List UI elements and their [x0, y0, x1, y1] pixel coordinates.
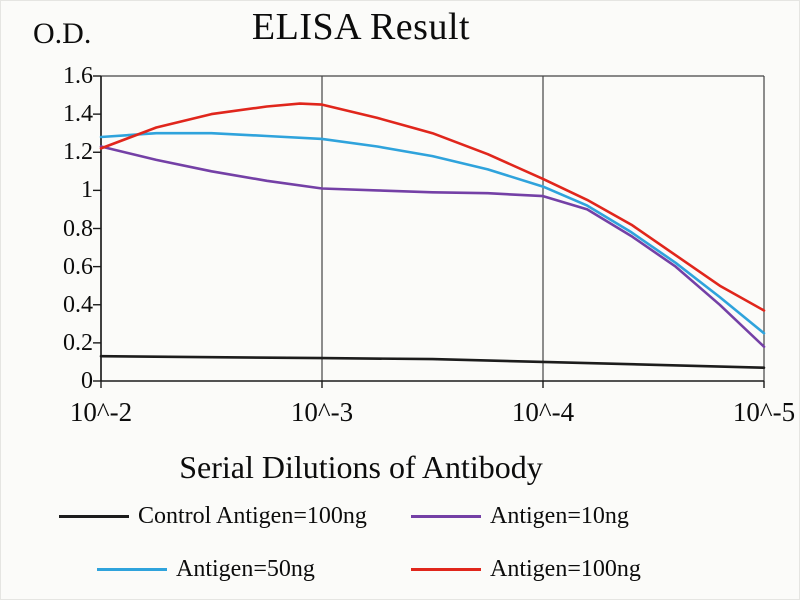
series-line-antigen-100ng	[99, 102, 766, 312]
legend: Control Antigen=100ng Antigen=10ng Antigen…	[59, 503, 771, 583]
legend-label: Antigen=10ng	[490, 503, 629, 529]
series-line-antigen-10ng	[99, 145, 766, 349]
legend-item: Antigen=10ng	[411, 503, 763, 530]
y-tick-label: 0.8	[63, 215, 93, 242]
legend-line-swatch	[411, 568, 481, 571]
series-line-antigen-50ng	[99, 131, 766, 335]
x-axis-title: Serial Dilutions of Antibody	[179, 449, 543, 485]
legend-line-swatch	[59, 515, 129, 518]
legend-line-swatch	[411, 515, 481, 518]
y-axis-label: O.D.	[33, 17, 92, 50]
y-tick-label: 1.4	[63, 101, 93, 128]
y-tick-label: 0	[81, 368, 93, 394]
x-tick-label: 10^-3	[290, 397, 354, 427]
x-tick-label: 10^-2	[69, 397, 133, 427]
y-tick-label: 1.2	[63, 139, 93, 166]
y-tick-label: 1	[81, 177, 93, 204]
series-line-control-antigen-100ng	[99, 354, 766, 370]
legend-item: Antigen=100ng	[411, 556, 763, 583]
legend-item: Control Antigen=100ng	[59, 503, 411, 530]
y-tick-label: 0.4	[63, 291, 93, 318]
x-tick-label: 10^-5	[732, 397, 796, 427]
y-tick-label: 1.6	[63, 63, 93, 89]
legend-line-swatch	[97, 568, 167, 571]
legend-label: Antigen=100ng	[490, 556, 641, 582]
chart-title: ELISA Result	[251, 6, 471, 48]
legend-item: Antigen=50ng	[97, 556, 411, 583]
legend-label: Antigen=50ng	[176, 556, 315, 582]
y-tick-label: 0.6	[63, 253, 93, 280]
y-tick-label: 0.2	[63, 329, 93, 356]
legend-label: Control Antigen=100ng	[138, 503, 367, 529]
x-tick-label: 10^-4	[511, 397, 575, 427]
